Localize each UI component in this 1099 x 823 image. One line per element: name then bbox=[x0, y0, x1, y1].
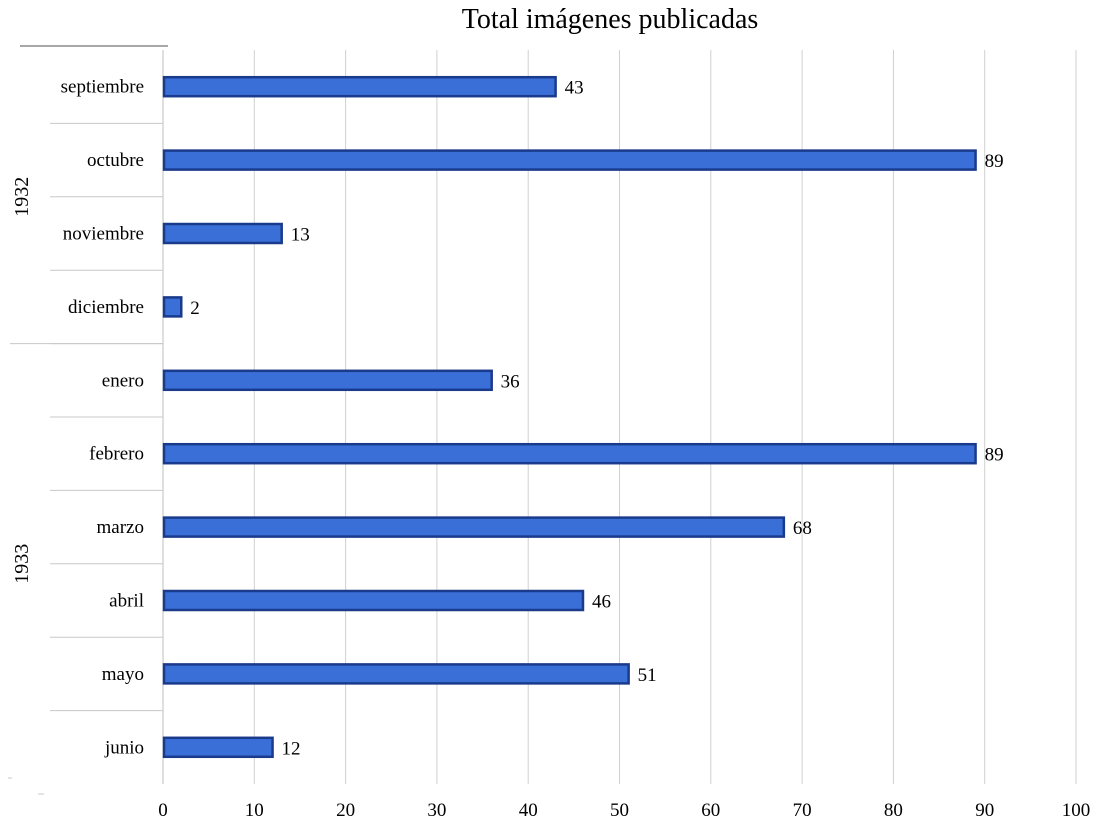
category-label: abril bbox=[109, 591, 144, 612]
category-label: enero bbox=[102, 370, 144, 391]
category-label: noviembre bbox=[63, 224, 144, 245]
x-tick-label: 40 bbox=[519, 800, 538, 818]
x-tick-label: 50 bbox=[610, 800, 629, 818]
category-label: octubre bbox=[87, 150, 144, 171]
x-tick-label: 10 bbox=[245, 800, 264, 818]
bar bbox=[162, 442, 977, 465]
group-label: 1933 bbox=[11, 544, 33, 584]
bar bbox=[162, 369, 493, 392]
category-label: febrero bbox=[89, 444, 144, 465]
x-tick-label: 100 bbox=[1062, 800, 1091, 818]
bar bbox=[162, 222, 283, 245]
bar bbox=[162, 516, 786, 538]
x-tick-label: 0 bbox=[158, 800, 168, 818]
data-label: 13 bbox=[291, 225, 310, 246]
bar bbox=[162, 296, 183, 318]
data-label: 43 bbox=[565, 78, 584, 99]
data-label: 36 bbox=[501, 371, 520, 392]
bar bbox=[162, 736, 274, 759]
x-tick-label: 60 bbox=[701, 800, 720, 818]
x-tick-label: 70 bbox=[793, 800, 812, 818]
data-label: 89 bbox=[985, 445, 1004, 466]
data-label: 68 bbox=[793, 518, 812, 539]
data-label: 2 bbox=[190, 298, 200, 319]
x-tick-label: 30 bbox=[427, 800, 446, 818]
bar bbox=[162, 75, 557, 98]
bar bbox=[162, 589, 585, 612]
category-label: marzo bbox=[97, 517, 144, 538]
x-tick-label: 80 bbox=[884, 800, 903, 818]
category-label: mayo bbox=[102, 664, 144, 685]
chart-title: Total imágenes publicadas bbox=[461, 4, 759, 35]
data-label: 12 bbox=[282, 738, 301, 759]
bar bbox=[162, 149, 977, 171]
category-label: septiembre bbox=[61, 77, 144, 98]
x-tick-label: 20 bbox=[336, 800, 355, 818]
category-label: diciembre bbox=[68, 297, 144, 318]
category-label: junio bbox=[104, 737, 144, 758]
x-tick-label: 90 bbox=[975, 800, 994, 818]
data-label: 51 bbox=[638, 665, 657, 686]
bar bbox=[162, 663, 630, 685]
data-label: 46 bbox=[592, 592, 611, 613]
data-label: 89 bbox=[985, 151, 1004, 172]
group-label: 1932 bbox=[11, 177, 33, 217]
